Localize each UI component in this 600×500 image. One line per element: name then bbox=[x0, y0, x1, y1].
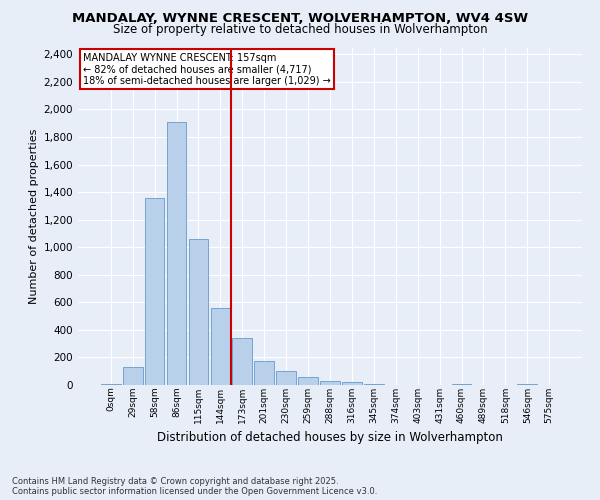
Bar bbox=[123, 367, 143, 385]
Bar bbox=[342, 382, 362, 385]
Text: MANDALAY WYNNE CRESCENT: 157sqm
← 82% of detached houses are smaller (4,717)
18%: MANDALAY WYNNE CRESCENT: 157sqm ← 82% of… bbox=[83, 52, 331, 86]
Y-axis label: Number of detached properties: Number of detached properties bbox=[29, 128, 40, 304]
Bar bbox=[232, 338, 252, 385]
Bar bbox=[254, 361, 274, 385]
Text: Contains HM Land Registry data © Crown copyright and database right 2025.
Contai: Contains HM Land Registry data © Crown c… bbox=[12, 476, 377, 496]
Bar bbox=[167, 122, 187, 385]
Bar bbox=[145, 198, 164, 385]
Bar bbox=[211, 308, 230, 385]
Bar bbox=[452, 384, 472, 385]
Bar bbox=[276, 370, 296, 385]
Bar bbox=[320, 381, 340, 385]
Bar bbox=[517, 384, 537, 385]
Bar bbox=[188, 239, 208, 385]
Text: MANDALAY, WYNNE CRESCENT, WOLVERHAMPTON, WV4 4SW: MANDALAY, WYNNE CRESCENT, WOLVERHAMPTON,… bbox=[72, 12, 528, 26]
X-axis label: Distribution of detached houses by size in Wolverhampton: Distribution of detached houses by size … bbox=[157, 431, 503, 444]
Bar bbox=[101, 384, 121, 385]
Text: Size of property relative to detached houses in Wolverhampton: Size of property relative to detached ho… bbox=[113, 22, 487, 36]
Bar bbox=[364, 384, 384, 385]
Bar bbox=[298, 376, 318, 385]
